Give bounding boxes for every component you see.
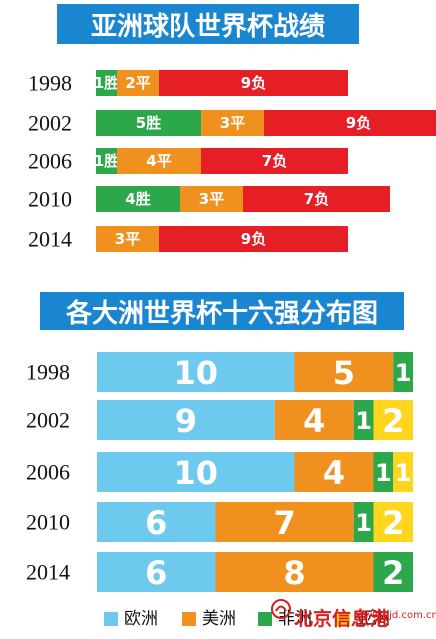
- bar-win-1998: [96, 70, 117, 96]
- bar-europe-2014: [97, 552, 216, 592]
- bar-europe-2002: [97, 400, 275, 440]
- bar-label-loss-1998: 9负: [241, 74, 266, 92]
- chart-title-asia-record: 亚洲球队世界杯战绩: [57, 4, 359, 44]
- year-label-chart1-2014: 2014: [28, 227, 72, 252]
- bar-value-europe-2014: 6: [145, 554, 167, 592]
- bar-win-2002: [96, 110, 201, 136]
- bar-win-2006: [96, 148, 117, 174]
- bar-africa-2002: [353, 400, 374, 440]
- bar-win-2010: [96, 186, 180, 212]
- year-label-chart2-2014: 2014: [26, 560, 70, 585]
- bar-value-europe-2006: 10: [173, 454, 218, 492]
- bar-label-win-2002: 5胜: [136, 114, 161, 132]
- bar-label-win-2006: 1胜: [94, 152, 119, 170]
- bar-value-europe-2010: 6: [145, 504, 167, 542]
- bar-africa-1998: [393, 352, 413, 392]
- bar-draw-2002: [201, 110, 264, 136]
- bar-asia-2010: [373, 502, 413, 542]
- year-label-chart1-2006: 2006: [28, 149, 72, 174]
- year-label-chart1-2010: 2010: [28, 187, 72, 212]
- year-label-chart2-2006: 2006: [26, 460, 70, 485]
- bar-value-asia-2010: 2: [382, 504, 404, 542]
- bar-value-africa-1998: 1: [395, 359, 412, 387]
- bar-draw-2014: [96, 226, 159, 252]
- bar-value-africa-2010: 1: [355, 509, 372, 537]
- bar-label-loss-2006: 7负: [262, 152, 287, 170]
- bar-loss-2002: [264, 110, 436, 136]
- bar-value-africa-2014: 2: [382, 554, 404, 592]
- bar-label-loss-2014: 9负: [241, 230, 266, 248]
- bar-loss-2006: [201, 148, 348, 174]
- bar-value-europe-2002: 9: [175, 402, 197, 440]
- bar-label-draw-2006: 4平: [146, 152, 171, 170]
- bar-europe-1998: [97, 352, 295, 392]
- bar-draw-2010: [180, 186, 243, 212]
- legend-swatch-asia: [336, 612, 350, 626]
- legend-label-asia: 亚洲: [356, 609, 390, 629]
- bar-value-africa-2002: 1: [355, 407, 372, 435]
- bar-asia-2002: [373, 400, 413, 440]
- bar-value-americas-2002: 4: [303, 402, 325, 440]
- bar-label-draw-2014: 3平: [115, 230, 140, 248]
- year-label-chart2-2002: 2002: [26, 408, 70, 433]
- bar-value-americas-2010: 7: [273, 504, 295, 542]
- bar-africa-2010: [353, 502, 374, 542]
- bar-value-americas-2006: 4: [323, 454, 345, 492]
- bar-value-europe-1998: 10: [173, 354, 218, 392]
- bar-africa-2006: [373, 452, 394, 492]
- bar-americas-2002: [274, 400, 354, 440]
- bar-value-americas-1998: 5: [333, 354, 355, 392]
- legend-label-africa: 非洲: [278, 609, 312, 629]
- bar-europe-2010: [97, 502, 216, 542]
- bar-africa-2014: [373, 552, 413, 592]
- watermark-logo-icon: [271, 599, 291, 619]
- year-label-chart1-2002: 2002: [28, 111, 72, 136]
- legend-swatch-europe: [104, 612, 118, 626]
- bar-label-draw-2002: 3平: [220, 114, 245, 132]
- legend-swatch-africa: [258, 612, 272, 626]
- bar-label-loss-2010: 7负: [304, 190, 329, 208]
- legend-swatch-americas: [182, 612, 196, 626]
- bar-label-win-2010: 4胜: [125, 190, 150, 208]
- watermark-url: www.bjd.com.cn: [356, 610, 436, 621]
- year-label-chart1-1998: 1998: [28, 71, 72, 96]
- bar-loss-1998: [159, 70, 348, 96]
- bar-europe-2006: [97, 452, 295, 492]
- bar-draw-2006: [117, 148, 201, 174]
- bar-label-draw-1998: 2平: [125, 74, 150, 92]
- bar-label-win-1998: 1胜: [94, 74, 119, 92]
- bar-americas-2014: [215, 552, 374, 592]
- bar-value-asia-2002: 2: [382, 402, 404, 440]
- bar-americas-2010: [215, 502, 354, 542]
- year-label-chart2-1998: 1998: [26, 360, 70, 385]
- legend-label-americas: 美洲: [202, 609, 236, 629]
- bar-value-asia-2006: 1: [395, 459, 412, 487]
- bar-label-loss-2002: 9负: [346, 114, 371, 132]
- bar-americas-1998: [294, 352, 394, 392]
- bar-value-africa-2006: 1: [375, 459, 392, 487]
- bar-value-americas-2014: 8: [283, 554, 305, 592]
- watermark-name: 北京信息港: [294, 608, 390, 630]
- bar-americas-2006: [294, 452, 374, 492]
- bar-loss-2010: [243, 186, 390, 212]
- year-label-chart2-2010: 2010: [26, 510, 70, 535]
- bar-draw-1998: [117, 70, 159, 96]
- bar-asia-2006: [393, 452, 413, 492]
- bar-loss-2014: [159, 226, 348, 252]
- legend-label-europe: 欧洲: [124, 609, 158, 629]
- bar-label-draw-2010: 3平: [199, 190, 224, 208]
- chart-title-top16-distribution: 各大洲世界杯十六强分布图: [40, 292, 404, 330]
